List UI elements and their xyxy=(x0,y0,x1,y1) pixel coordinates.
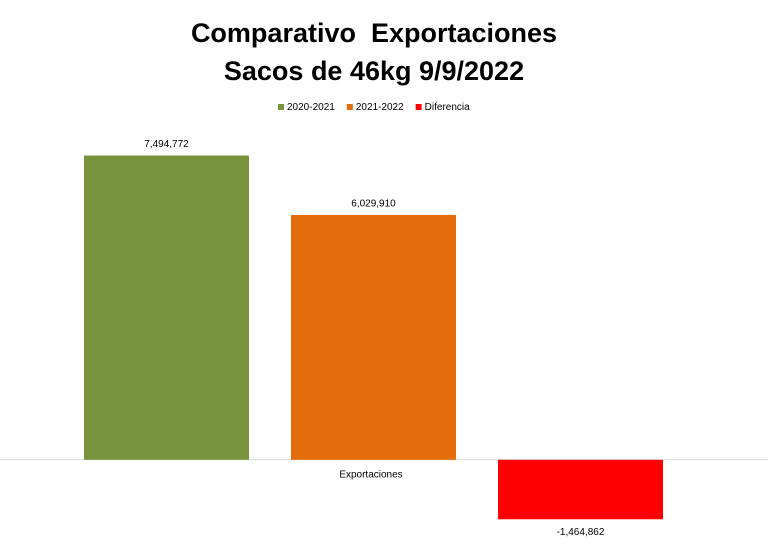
legend-swatch xyxy=(278,104,284,110)
legend-label: 2021-2022 xyxy=(356,102,404,113)
chart-subtitle: Sacos de 46kg 9/9/2022 xyxy=(224,56,524,86)
bar xyxy=(291,214,456,460)
data-label: 6,029,910 xyxy=(351,199,396,210)
legend-label: 2020-2021 xyxy=(287,102,335,113)
bar xyxy=(498,459,663,520)
data-label: -1,464,862 xyxy=(557,527,605,538)
legend-label: Diferencia xyxy=(425,102,470,113)
bar xyxy=(84,155,249,460)
x-tick-label: Exportaciones xyxy=(339,469,402,480)
legend-swatch xyxy=(415,104,422,110)
legend-swatch xyxy=(346,104,353,110)
chart-title: Comparativo Exportaciones xyxy=(191,18,557,48)
data-label: 7,494,772 xyxy=(144,139,189,150)
